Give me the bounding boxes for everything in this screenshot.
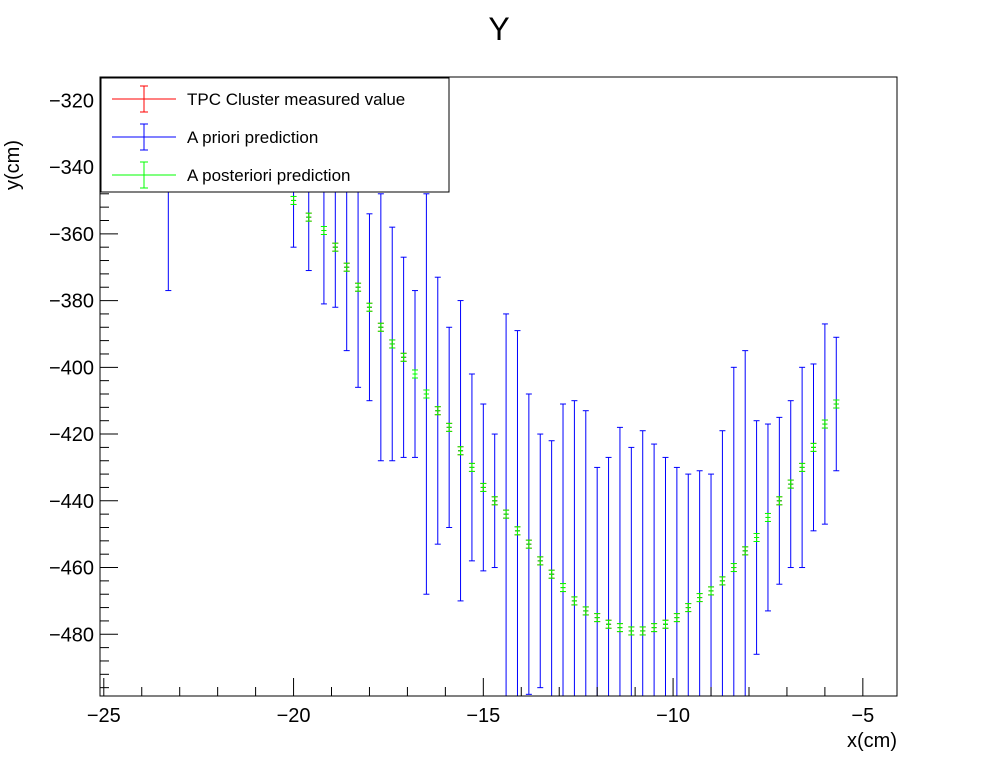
- data-point: [582, 606, 589, 616]
- data-point: [799, 462, 806, 472]
- data-point: [400, 352, 407, 362]
- chart-title: Y: [488, 11, 509, 47]
- data-point: [673, 466, 680, 697]
- data-point: [753, 532, 760, 543]
- data-point: [685, 603, 692, 613]
- data-point: [423, 389, 430, 399]
- data-point: [764, 512, 771, 522]
- data-point: [651, 443, 658, 697]
- data-point: [343, 262, 350, 272]
- x-tick-label: −10: [656, 705, 690, 727]
- legend-label: A priori prediction: [187, 128, 318, 147]
- data-point: [730, 366, 737, 697]
- legend-entry: A priori prediction: [112, 123, 318, 151]
- data-point: [628, 626, 635, 636]
- legend-box: [100, 77, 450, 193]
- data-point: [491, 496, 498, 506]
- data-point: [628, 446, 635, 697]
- data-point: [480, 482, 487, 492]
- data-point: [787, 479, 794, 489]
- data-point: [605, 456, 612, 697]
- data-point: [305, 212, 312, 222]
- data-point: [548, 569, 555, 579]
- x-tick-label: −5: [851, 705, 874, 727]
- data-point: [571, 596, 578, 606]
- data-point: [389, 339, 396, 349]
- x-axis-title: x(cm): [847, 730, 897, 752]
- plot-frame: [99, 76, 898, 697]
- y-tick-label: −340: [49, 157, 94, 179]
- data-point: [685, 473, 692, 697]
- data-point: [833, 399, 840, 409]
- data-point: [503, 313, 510, 697]
- y-axis-title: y(cm): [2, 140, 24, 190]
- data-point: [662, 456, 669, 697]
- x-tick-label: −20: [277, 705, 311, 727]
- legend-entry: A posteriori prediction: [112, 161, 350, 189]
- y-tick-label: −480: [49, 624, 94, 646]
- data-point: [594, 466, 601, 697]
- data-point: [616, 426, 623, 697]
- data-point: [412, 369, 419, 379]
- data-point: [355, 282, 362, 292]
- data-point: [525, 539, 532, 549]
- data-point: [776, 496, 783, 506]
- data-point: [719, 430, 726, 697]
- data-point: [514, 526, 521, 536]
- data-point: [366, 302, 373, 312]
- y-tick-label: −420: [49, 424, 94, 446]
- data-point: [719, 576, 726, 586]
- data-point: [560, 403, 567, 697]
- data-point: [651, 623, 658, 633]
- y-tick-label: −360: [49, 224, 94, 246]
- data-point: [821, 419, 828, 429]
- data-point: [742, 350, 749, 697]
- data-point: [434, 406, 441, 416]
- data-point: [742, 546, 749, 556]
- data-point: [332, 242, 339, 252]
- data-point: [548, 440, 555, 697]
- data-point: [377, 322, 384, 332]
- data-point: [457, 446, 464, 456]
- legend: TPC Cluster measured value A priori predi…: [100, 77, 450, 193]
- legend-entry: TPC Cluster measured value: [112, 85, 405, 113]
- legend-label: TPC Cluster measured value: [187, 90, 405, 109]
- data-point: [810, 442, 817, 452]
- legend-label: A posteriori prediction: [187, 166, 350, 185]
- data-point: [571, 400, 578, 697]
- y-tick-label: −460: [49, 558, 94, 580]
- data-point: [639, 626, 646, 636]
- data-point: [320, 225, 327, 236]
- data-point: [594, 613, 601, 623]
- plot-area: [165, 76, 840, 697]
- data-point: [514, 330, 521, 697]
- data-point: [708, 586, 715, 596]
- series-2: [290, 195, 840, 636]
- y-tick-label: −400: [49, 357, 94, 379]
- data-point: [662, 619, 669, 629]
- data-point: [560, 583, 567, 593]
- data-point: [639, 430, 646, 697]
- y-tick-label: −320: [49, 90, 94, 112]
- data-point: [537, 556, 544, 566]
- data-point: [446, 422, 453, 432]
- data-point: [503, 509, 510, 519]
- data-point: [605, 619, 612, 629]
- y-tick-label: −380: [49, 291, 94, 313]
- data-point: [708, 473, 715, 697]
- data-point: [468, 462, 475, 472]
- data-point: [290, 195, 297, 205]
- data-point: [696, 593, 703, 603]
- data-point: [616, 623, 623, 633]
- data-point: [582, 410, 589, 697]
- y-tick-label: −440: [49, 491, 94, 513]
- x-tick-label: −25: [87, 705, 121, 727]
- axes: −25 −20 −15 −10 −5 −480 −460 −440 −420 −400 −380 −3…: [49, 86, 874, 727]
- data-point: [696, 470, 703, 697]
- data-point: [730, 563, 737, 573]
- x-tick-label: −15: [466, 705, 500, 727]
- data-point: [673, 613, 680, 623]
